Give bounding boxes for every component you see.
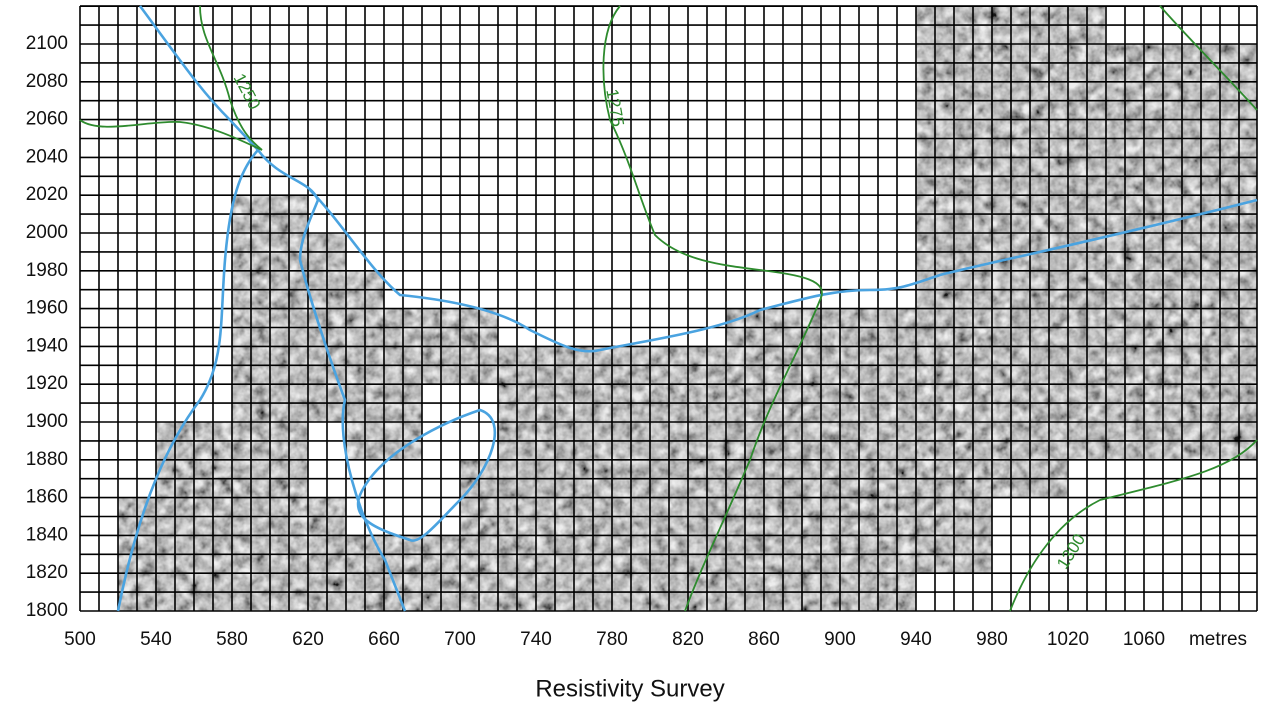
- contour-label: 1275: [602, 88, 627, 129]
- river: [116, 5, 1258, 612]
- x-tick-label: 820: [672, 629, 704, 650]
- grid: [79, 5, 1258, 612]
- y-tick-label: 1820: [26, 562, 68, 583]
- y-tick-label: 2060: [26, 109, 68, 130]
- y-tick-label: 1880: [26, 449, 68, 470]
- x-tick-label: 1060: [1123, 629, 1165, 650]
- x-tick-label: 780: [596, 629, 628, 650]
- y-tick-label: 2040: [26, 146, 68, 167]
- x-tick-label: 980: [976, 629, 1008, 650]
- x-tick-label: 1020: [1047, 629, 1089, 650]
- y-tick-label: 1960: [26, 298, 68, 319]
- x-tick-label: 860: [748, 629, 780, 650]
- y-tick-label: 2020: [26, 184, 68, 205]
- y-tick-label: 1840: [26, 524, 68, 545]
- x-tick-label: 500: [64, 629, 96, 650]
- x-unit: metres: [1189, 629, 1247, 650]
- x-tick-label: 660: [368, 629, 400, 650]
- axis-labels: 500 540 580 620 660 700 740 780 820 860 900 940 980 1…: [26, 33, 1165, 650]
- x-tick-label: 580: [216, 629, 248, 650]
- x-tick-label: 620: [292, 629, 324, 650]
- y-tick-label: 2080: [26, 71, 68, 92]
- y-tick-label: 2100: [26, 33, 68, 54]
- y-tick-label: 1800: [26, 600, 68, 621]
- x-tick-label: 900: [824, 629, 856, 650]
- map-title: Resistivity Survey: [535, 675, 724, 702]
- x-tick-label: 540: [140, 629, 172, 650]
- contour-label: 1250: [230, 70, 265, 112]
- contour-label: 1300: [1053, 530, 1089, 572]
- x-tick-label: 740: [520, 629, 552, 650]
- y-tick-label: 1980: [26, 260, 68, 281]
- x-tick-label: 940: [900, 629, 932, 650]
- y-tick-label: 1920: [26, 373, 68, 394]
- x-tick-label: 700: [444, 629, 476, 650]
- y-tick-label: 2000: [26, 222, 68, 243]
- y-tick-label: 1900: [26, 411, 68, 432]
- y-tick-label: 1940: [26, 335, 68, 356]
- contours: 1250 1275 1300: [79, 5, 1258, 612]
- y-tick-label: 1860: [26, 487, 68, 508]
